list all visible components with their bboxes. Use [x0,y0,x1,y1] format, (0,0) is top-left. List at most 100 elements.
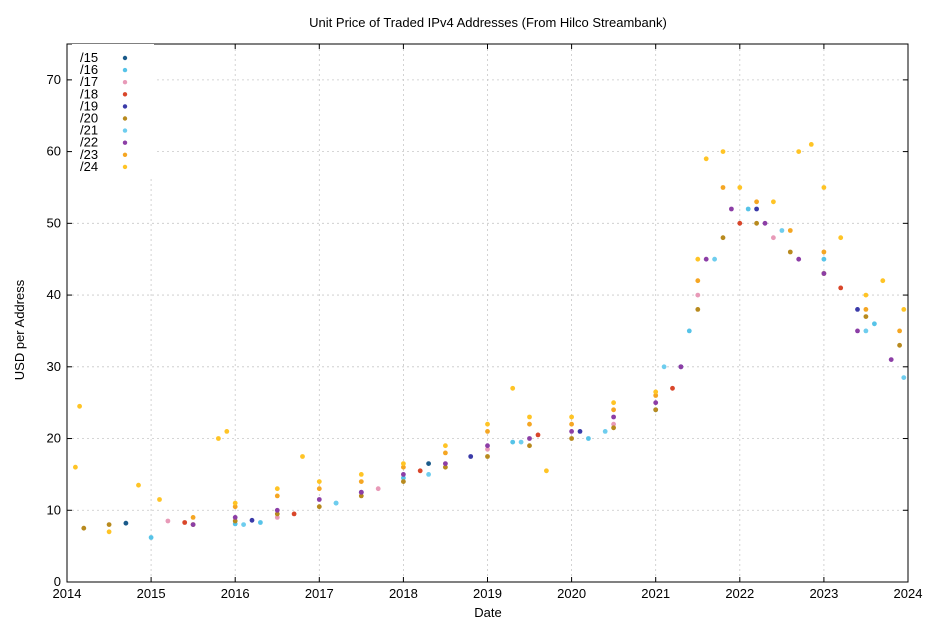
data-point [544,468,549,474]
data-point [401,464,406,470]
data-point [216,436,221,441]
data-point [258,520,263,525]
data-point [661,364,667,370]
data-point [880,278,886,284]
data-point [485,443,490,449]
x-tick-label: 2015 [137,586,166,601]
legend-entry-label: /22 [80,135,98,150]
data-point [863,328,869,334]
data-point [316,497,322,502]
data-point [838,235,844,241]
legend-entry-label: /18 [80,86,98,101]
data-point [443,450,448,456]
legend-marker [122,55,128,61]
data-point [358,479,364,484]
data-point [720,235,726,241]
x-tick-label: 2021 [641,586,670,601]
data-point [274,511,280,517]
legend-marker [122,140,128,145]
x-tick-label: 2020 [557,586,586,601]
y-tick-label: 20 [47,431,61,446]
y-tick-label: 70 [47,72,61,87]
data-point [863,314,869,319]
data-point [527,421,532,427]
x-tick-label: 2019 [473,586,502,601]
legend-entry-label: /21 [80,123,98,138]
data-point [182,520,188,525]
data-point [754,199,759,205]
data-point [316,479,322,484]
axis-ticks: 2014 2015 2016 2017 2018 2019 2020 2021 2022 2023… [47,44,922,601]
data-point [720,185,726,190]
data-point [106,529,112,535]
data-point [737,185,743,190]
legend-marker [122,128,128,133]
legend-entry-label: /15 [80,50,98,65]
data-point [136,482,141,488]
data-point [821,271,827,276]
series-16 [148,206,877,540]
data-point [148,535,154,540]
data-point [249,517,255,523]
data-point [863,292,869,298]
data-point [787,228,793,233]
data-point [586,436,591,441]
data-point [401,461,406,466]
data-point [611,421,616,427]
data-point [190,522,196,527]
data-point [821,249,827,255]
data-point [611,407,616,413]
x-tick-label: 2022 [725,586,754,601]
data-point [821,185,827,190]
data-point [670,385,675,391]
data-point [569,429,574,434]
data-point [897,328,902,334]
data-point [518,439,524,445]
y-tick-label: 10 [47,502,61,517]
data-point [123,520,129,526]
legend-entry-label: /17 [80,74,98,89]
series-22 [190,206,894,527]
data-point [417,468,423,474]
data-point [695,307,701,312]
data-point [157,497,162,502]
x-axis-label: Date [474,605,501,620]
data-point [401,475,406,481]
data-point [695,256,701,262]
data-point [712,256,717,262]
data-point [274,493,280,499]
data-point [611,414,616,420]
data-point [653,400,659,406]
data-point [872,321,877,327]
data-point [510,385,516,391]
data-point [232,500,238,506]
data-point [703,256,709,262]
x-tick-label: 2016 [221,586,250,601]
data-point [274,515,280,520]
data-point [485,429,490,434]
data-point [165,518,171,524]
chart-title: Unit Price of Traded IPv4 Addresses (Fro… [309,15,667,30]
data-point [358,489,364,495]
legend-marker [122,152,128,157]
data-point [686,328,692,334]
data-point [468,454,474,459]
data-point [901,375,907,380]
data-point [485,421,490,427]
data-point [443,464,448,470]
data-point [611,400,616,406]
legend-marker [122,164,128,170]
legend-entry-label: /16 [80,62,98,77]
legend-marker [122,104,128,109]
series-23 [190,185,902,520]
data-point [241,522,247,527]
series-20 [81,220,902,531]
x-tick-label: 2018 [389,586,418,601]
data-point [653,389,659,395]
data-point [821,256,827,262]
data-point [695,278,701,284]
data-point [401,479,406,484]
y-tick-label: 0 [54,574,61,589]
data-points [73,142,907,540]
